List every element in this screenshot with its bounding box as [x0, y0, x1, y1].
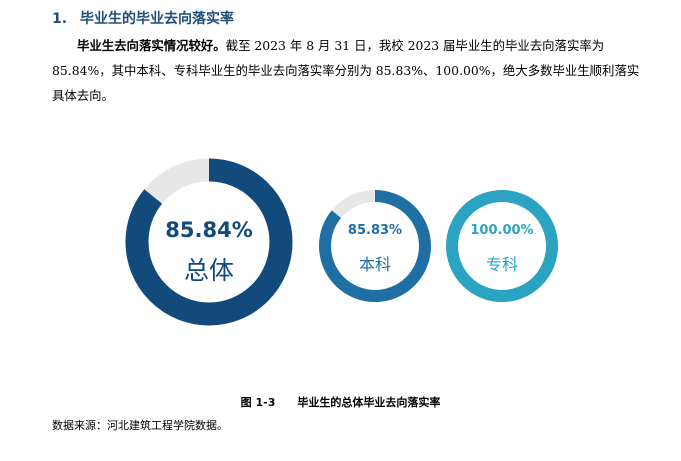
donut-overall-label: 总体 [184, 256, 234, 285]
paragraph-body: 截至 2023 年 8 月 31 日，我校 2023 届毕业生的毕业去向落实率为… [52, 38, 640, 103]
figure-caption: 图 1-3 毕业生的总体毕业去向落实率 [0, 394, 681, 410]
donut-undergraduate: 85.83% 本科 [319, 190, 431, 302]
donut-charts: 85.84% 总体 85.83% 本科 100.00% 专科 [125, 158, 558, 326]
donut-overall-arc [125, 158, 293, 326]
donut-undergraduate-arc [319, 190, 431, 302]
data-source-note: 数据来源：河北建筑工程学院数据。 [52, 419, 228, 432]
paragraph-lead: 毕业生去向落实情况较好。 [77, 38, 226, 53]
donut-overall: 85.84% 总体 [125, 158, 293, 326]
figure-title: 毕业生的总体毕业去向落实率 [297, 396, 441, 409]
section-number: 1. [52, 11, 68, 27]
section-heading: 1. 毕业生的毕业去向落实率 [52, 8, 234, 28]
section-title: 毕业生的毕业去向落实率 [80, 11, 234, 27]
figure-number: 图 1-3 [240, 396, 276, 409]
donut-junior-college-value: 100.00% [470, 223, 533, 238]
summary-paragraph: 毕业生去向落实情况较好。截至 2023 年 8 月 31 日，我校 2023 届… [52, 33, 642, 108]
donut-junior-college: 100.00% 专科 [446, 190, 558, 302]
donut-junior-college-label: 专科 [486, 255, 518, 274]
donut-undergraduate-label: 本科 [359, 255, 391, 274]
donut-undergraduate-value: 85.83% [348, 223, 402, 238]
donut-junior-college-arc [446, 190, 558, 302]
donut-overall-value: 85.84% [165, 218, 252, 242]
